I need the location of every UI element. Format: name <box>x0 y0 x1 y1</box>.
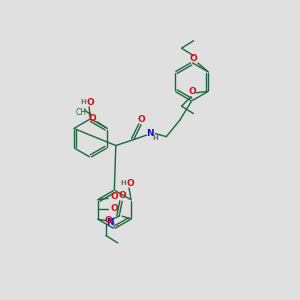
Text: O: O <box>127 178 134 188</box>
Text: 3: 3 <box>87 112 91 117</box>
Text: O: O <box>110 192 118 201</box>
Text: O: O <box>118 191 126 200</box>
Text: N: N <box>106 218 113 226</box>
Text: H: H <box>112 223 118 229</box>
Text: O: O <box>88 113 96 122</box>
Text: O: O <box>188 87 196 96</box>
Text: N: N <box>146 129 154 138</box>
Text: O: O <box>190 54 197 63</box>
Text: O: O <box>105 216 112 225</box>
Text: H: H <box>152 135 158 141</box>
Text: O: O <box>86 98 94 106</box>
Text: O: O <box>138 115 146 124</box>
Text: CH: CH <box>76 108 87 117</box>
Text: H: H <box>121 180 126 186</box>
Text: H: H <box>80 99 86 105</box>
Text: O: O <box>110 204 118 213</box>
